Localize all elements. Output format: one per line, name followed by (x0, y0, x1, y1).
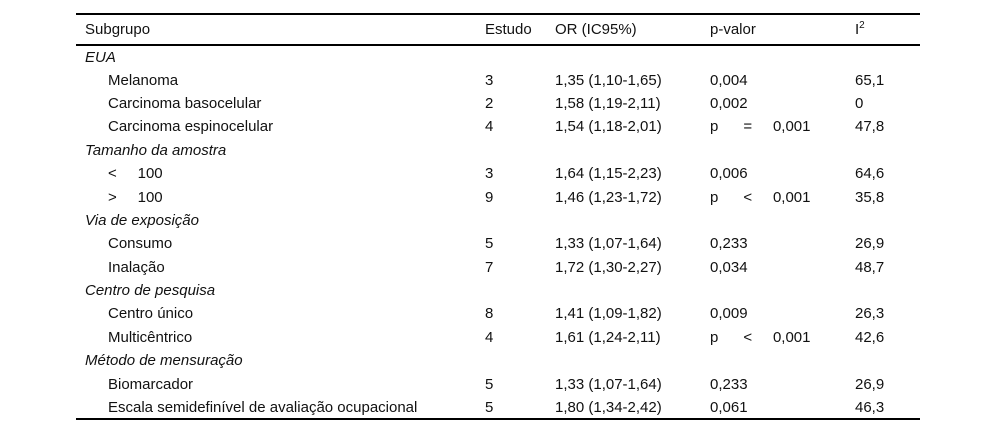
cell-subgrupo: Carcinoma basocelular (108, 94, 262, 112)
section-row: Centro de pesquisa (76, 279, 920, 302)
col-header-p-valor: p-valor (710, 21, 756, 38)
cell-or-ic95: 1,41 (1,09-1,82) (555, 305, 662, 323)
cell-i2: 47,8 (855, 118, 885, 136)
cell-or-ic95: 1,80 (1,34-2,42) (555, 398, 662, 416)
i2-superscript: 2 (859, 20, 865, 31)
cell-i2: 48,7 (855, 258, 885, 276)
table-row: Carcinoma basocelular 2 1,58 (1,19-2,11) 0,… (76, 92, 920, 115)
cell-estudo: 7 (485, 258, 494, 276)
section-row: Tamanho da amostra (76, 139, 920, 162)
cell-i2: 26,9 (855, 375, 885, 393)
col-header-estudo: Estudo (485, 21, 532, 38)
cell-subgrupo: Multicêntrico (108, 328, 193, 346)
cell-p-valor: 0,233 (710, 235, 748, 253)
cell-i2: 0 (855, 94, 864, 112)
cell-p-valor: 0,009 (710, 305, 748, 323)
cell-subgrupo: Escala semidefinível de avaliação ocupac… (108, 398, 418, 416)
col-header-subgrupo: Subgrupo (85, 21, 151, 38)
cell-or-ic95: 1,35 (1,10-1,65) (555, 71, 662, 89)
col-header-i2: I2 (855, 14, 920, 45)
table-row: Consumo 5 1,33 (1,07-1,64) 0,233 26,9 (76, 232, 920, 255)
cell-subgrupo: Inalação (108, 258, 165, 276)
cell-subgrupo: Consumo (108, 235, 173, 253)
cell-or-ic95: 1,33 (1,07-1,64) (555, 375, 662, 393)
cell-subgrupo: > 100 (108, 188, 163, 206)
section-title: Tamanho da amostra (85, 141, 227, 159)
cell-or-ic95: 1,54 (1,18-2,01) (555, 118, 662, 136)
table-row: < 100 3 1,64 (1,15-2,23) 0,006 64,6 (76, 162, 920, 185)
cell-estudo: 9 (485, 188, 494, 206)
cell-estudo: 2 (485, 94, 494, 112)
cell-p-valor: 0,002 (710, 94, 748, 112)
cell-p-valor: 0,061 (710, 398, 748, 416)
cell-p-valor: 0,233 (710, 375, 748, 393)
section-title: Via de exposição (85, 211, 199, 229)
section-title: Método de mensuração (85, 352, 243, 370)
cell-or-ic95: 1,72 (1,30-2,27) (555, 258, 662, 276)
subgroup-meta-analysis-table: Subgrupo Estudo OR (IC95%) p-valor I2 EU… (76, 13, 920, 421)
cell-estudo: 5 (485, 375, 494, 393)
table-row: Melanoma 3 1,35 (1,10-1,65) 0,004 65,1 (76, 68, 920, 91)
table-row: Multicêntrico 4 1,61 (1,24-2,11) p < 0,001 4… (76, 326, 920, 349)
cell-i2: 26,3 (855, 305, 885, 323)
i2-base: I (855, 21, 860, 38)
col-header-or-ic95: OR (IC95%) (555, 21, 637, 38)
cell-or-ic95: 1,33 (1,07-1,64) (555, 235, 662, 253)
table-row: Carcinoma espinocelular 4 1,54 (1,18-2,01)… (76, 115, 920, 138)
table-body: EUA Melanoma 3 1,35 (1,10-1,65) 0,004 65,1 Car… (76, 45, 920, 419)
cell-p-valor: p < 0,001 (710, 188, 811, 206)
cell-i2: 46,3 (855, 398, 885, 416)
cell-subgrupo: Centro único (108, 305, 194, 323)
cell-i2: 35,8 (855, 188, 885, 206)
section-title: EUA (85, 48, 116, 66)
table-row: > 100 9 1,46 (1,23-1,72) p < 0,001 35,8 (76, 185, 920, 208)
cell-or-ic95: 1,64 (1,15-2,23) (555, 165, 662, 183)
cell-p-valor: 0,006 (710, 165, 748, 183)
cell-i2: 64,6 (855, 165, 885, 183)
cell-estudo: 5 (485, 235, 494, 253)
cell-estudo: 4 (485, 118, 494, 136)
cell-p-valor: 0,034 (710, 258, 748, 276)
cell-p-valor: 0,004 (710, 71, 748, 89)
table-row: Escala semidefinível de avaliação ocupac… (76, 396, 920, 419)
section-title: Centro de pesquisa (85, 282, 216, 300)
cell-subgrupo: Biomarcador (108, 375, 194, 393)
cell-or-ic95: 1,58 (1,19-2,11) (555, 94, 661, 112)
cell-estudo: 5 (485, 398, 494, 416)
cell-i2: 42,6 (855, 328, 885, 346)
cell-estudo: 3 (485, 165, 494, 183)
cell-subgrupo: Carcinoma espinocelular (108, 118, 274, 136)
section-row: EUA (76, 45, 920, 68)
cell-i2: 26,9 (855, 235, 885, 253)
header-row: Subgrupo Estudo OR (IC95%) p-valor I2 (76, 14, 920, 45)
cell-subgrupo: Melanoma (108, 71, 179, 89)
table-row: Inalação 7 1,72 (1,30-2,27) 0,034 48,7 (76, 256, 920, 279)
cell-or-ic95: 1,46 (1,23-1,72) (555, 188, 662, 206)
cell-i2: 65,1 (855, 71, 885, 89)
table-row: Centro único 8 1,41 (1,09-1,82) 0,009 26,3 (76, 302, 920, 325)
cell-estudo: 3 (485, 71, 494, 89)
section-row: Via de exposição (76, 209, 920, 232)
cell-p-valor: p < 0,001 (710, 328, 811, 346)
cell-estudo: 8 (485, 305, 494, 323)
cell-estudo: 4 (485, 328, 494, 346)
cell-or-ic95: 1,61 (1,24-2,11) (555, 328, 661, 346)
cell-subgrupo: < 100 (108, 165, 163, 183)
cell-p-valor: p = 0,001 (710, 118, 811, 136)
table-row: Biomarcador 5 1,33 (1,07-1,64) 0,233 26,9 (76, 372, 920, 395)
section-row: Método de mensuração (76, 349, 920, 372)
